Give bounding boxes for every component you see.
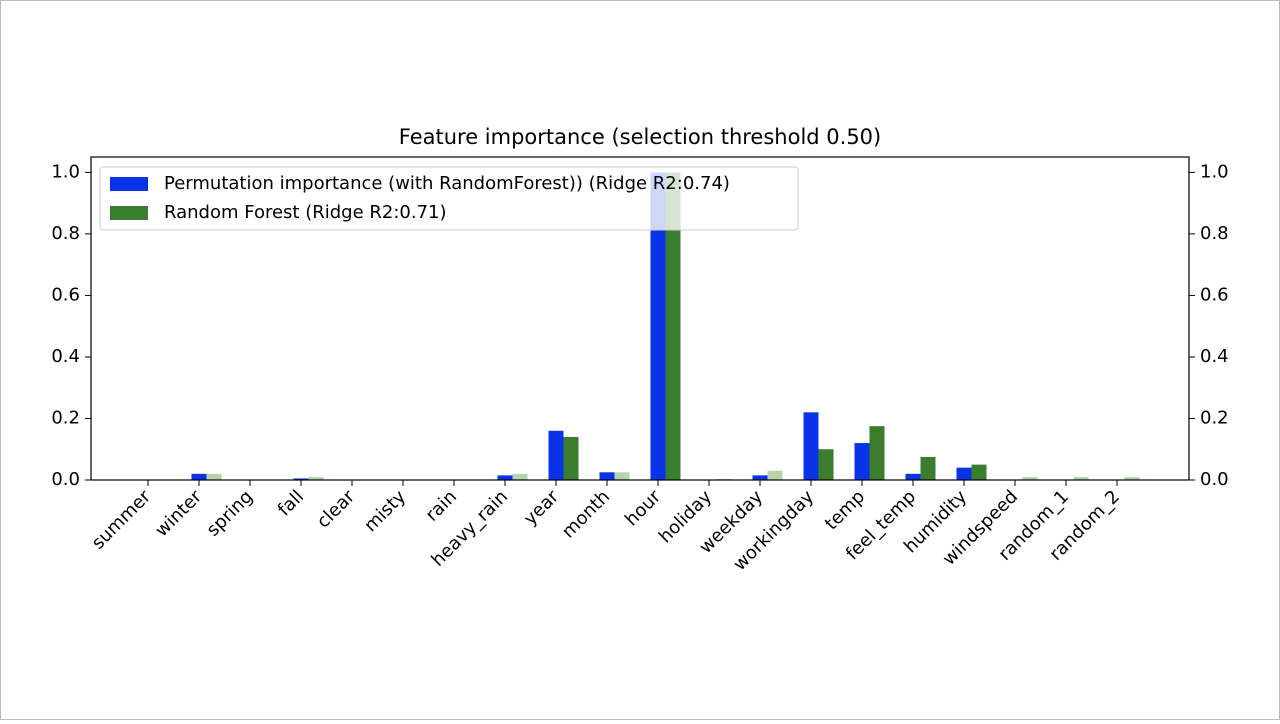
bar	[563, 436, 579, 480]
legend-swatch	[110, 206, 148, 220]
bar	[614, 472, 630, 480]
bar	[803, 412, 819, 480]
bar	[191, 473, 207, 480]
y-tick-label: 0.4	[51, 346, 80, 367]
bar	[920, 456, 936, 480]
y2-tick-label: 0.2	[1200, 407, 1229, 428]
bar	[308, 476, 324, 480]
bar	[497, 475, 513, 480]
bar	[971, 464, 987, 480]
chart-title: Feature importance (selection threshold …	[399, 125, 881, 149]
legend-label: Permutation importance (with RandomFores…	[164, 173, 730, 194]
y-tick-label: 0.8	[51, 223, 80, 244]
bar	[548, 430, 564, 480]
bar	[905, 473, 921, 480]
bar	[752, 475, 768, 480]
bar	[1022, 476, 1038, 480]
bar	[665, 172, 681, 480]
bar	[1124, 476, 1140, 480]
bar	[512, 473, 528, 480]
bar	[956, 467, 972, 480]
legend: Permutation importance (with RandomFores…	[99, 166, 799, 231]
y-tick-label: 1.0	[51, 161, 80, 182]
bar	[1073, 476, 1089, 480]
y2-tick-label: 0.6	[1200, 284, 1229, 305]
y2-tick-label: 1.0	[1200, 161, 1229, 182]
legend-box	[99, 166, 799, 231]
y2-tick-label: 0.4	[1200, 346, 1229, 367]
y2-tick-label: 0.0	[1200, 469, 1229, 490]
y-tick-label: 0.6	[51, 284, 80, 305]
bar	[854, 443, 870, 480]
axes-frame	[90, 156, 1190, 481]
bar	[650, 172, 666, 480]
legend-label: Random Forest (Ridge R2:0.71)	[164, 202, 447, 223]
bar	[599, 472, 615, 480]
bar	[818, 449, 834, 480]
legend-swatch	[110, 177, 148, 191]
y-tick-label: 0.0	[51, 469, 80, 490]
y-tick-label: 0.2	[51, 407, 80, 428]
y2-tick-label: 0.8	[1200, 223, 1229, 244]
bar	[869, 426, 885, 480]
bar	[206, 473, 222, 480]
bar	[293, 478, 309, 480]
bar	[767, 470, 783, 480]
